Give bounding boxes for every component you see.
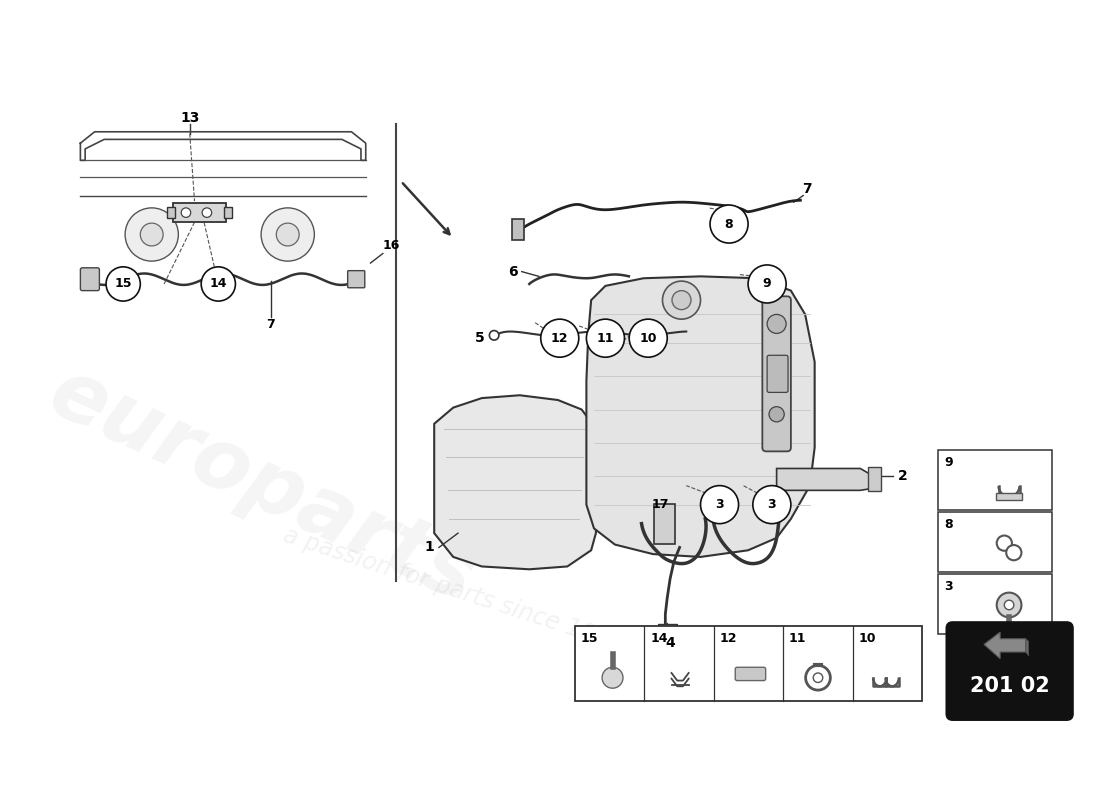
Text: 10: 10 — [858, 632, 876, 646]
Text: 14: 14 — [210, 278, 227, 290]
Circle shape — [490, 330, 499, 340]
Circle shape — [701, 486, 738, 524]
Text: 12: 12 — [551, 332, 569, 345]
Circle shape — [752, 486, 791, 524]
Text: 12: 12 — [719, 632, 737, 646]
Circle shape — [672, 290, 691, 310]
FancyBboxPatch shape — [658, 623, 676, 635]
Circle shape — [748, 265, 786, 303]
Text: 3: 3 — [768, 498, 777, 511]
Text: 14: 14 — [650, 632, 668, 646]
Text: 4: 4 — [666, 635, 675, 650]
Circle shape — [276, 223, 299, 246]
FancyBboxPatch shape — [513, 219, 524, 240]
FancyBboxPatch shape — [653, 504, 674, 544]
FancyBboxPatch shape — [938, 574, 1053, 634]
Circle shape — [202, 208, 211, 218]
Circle shape — [710, 205, 748, 243]
Text: 15: 15 — [581, 632, 598, 646]
Text: a passion for parts since 1985: a passion for parts since 1985 — [279, 524, 627, 657]
Circle shape — [586, 319, 625, 357]
Circle shape — [1005, 625, 1013, 633]
Polygon shape — [434, 395, 596, 570]
FancyBboxPatch shape — [735, 667, 766, 681]
Polygon shape — [1026, 638, 1028, 656]
Circle shape — [769, 406, 784, 422]
FancyBboxPatch shape — [575, 626, 922, 701]
Circle shape — [182, 208, 190, 218]
FancyBboxPatch shape — [767, 355, 788, 392]
Text: 2: 2 — [899, 469, 907, 483]
Text: 16: 16 — [383, 239, 400, 253]
Text: 15: 15 — [114, 278, 132, 290]
Text: 10: 10 — [639, 332, 657, 345]
Text: 7: 7 — [802, 182, 812, 196]
Text: 201 02: 201 02 — [970, 677, 1049, 697]
FancyBboxPatch shape — [938, 450, 1053, 510]
Text: 1: 1 — [425, 541, 435, 554]
Circle shape — [125, 208, 178, 261]
Text: 8: 8 — [944, 518, 953, 531]
FancyBboxPatch shape — [996, 493, 1022, 500]
Text: 13: 13 — [180, 111, 199, 126]
Circle shape — [767, 314, 786, 334]
Text: 17: 17 — [652, 498, 669, 511]
Text: europarts: europarts — [37, 351, 488, 620]
FancyBboxPatch shape — [348, 270, 365, 288]
Circle shape — [106, 267, 141, 301]
FancyBboxPatch shape — [167, 207, 175, 218]
Polygon shape — [777, 469, 874, 490]
Text: 11: 11 — [596, 332, 614, 345]
FancyBboxPatch shape — [80, 268, 99, 290]
Text: 3: 3 — [944, 580, 953, 593]
Text: 8: 8 — [725, 218, 734, 230]
Circle shape — [629, 319, 668, 357]
Text: 9: 9 — [762, 278, 771, 290]
Text: 5: 5 — [475, 331, 485, 345]
Circle shape — [261, 208, 315, 261]
FancyBboxPatch shape — [762, 296, 791, 451]
FancyBboxPatch shape — [173, 203, 225, 222]
Text: 3: 3 — [715, 498, 724, 511]
Text: 6: 6 — [508, 265, 518, 278]
Circle shape — [813, 673, 823, 682]
FancyBboxPatch shape — [947, 622, 1072, 719]
Circle shape — [602, 667, 623, 688]
Circle shape — [201, 267, 235, 301]
Circle shape — [805, 666, 830, 690]
Text: 7: 7 — [266, 318, 275, 331]
Polygon shape — [984, 632, 1026, 658]
Circle shape — [997, 535, 1012, 550]
FancyBboxPatch shape — [938, 512, 1053, 572]
Text: 11: 11 — [789, 632, 806, 646]
FancyBboxPatch shape — [868, 466, 881, 491]
Circle shape — [1006, 545, 1022, 560]
Circle shape — [1004, 600, 1014, 610]
Polygon shape — [586, 276, 815, 557]
Circle shape — [141, 223, 163, 246]
Circle shape — [662, 281, 701, 319]
Text: 9: 9 — [944, 456, 953, 470]
Circle shape — [997, 593, 1022, 618]
Circle shape — [541, 319, 579, 357]
FancyBboxPatch shape — [224, 207, 232, 218]
